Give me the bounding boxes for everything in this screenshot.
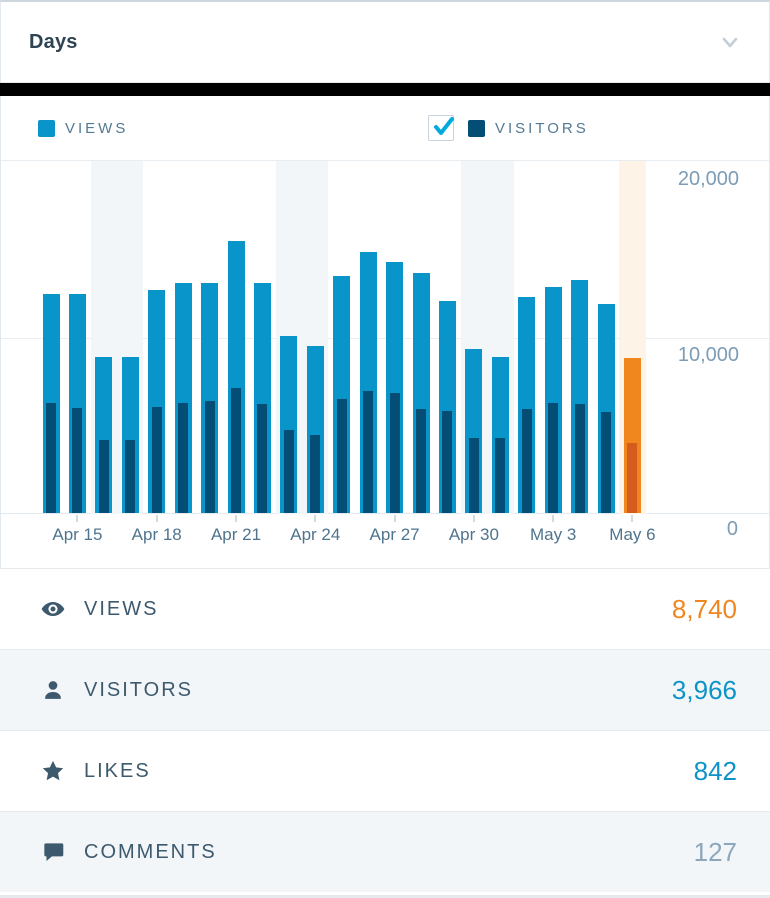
bar-visitors-may-1[interactable] — [495, 437, 506, 513]
x-axis-label: Apr 18 — [131, 525, 182, 544]
summary-row-label: LIKES — [84, 759, 151, 782]
check-icon — [434, 117, 454, 135]
x-axis-tick — [155, 515, 158, 522]
x-axis-tick — [76, 515, 79, 522]
bar-visitors-apr-18[interactable] — [151, 406, 162, 513]
bar-visitors-apr-17[interactable] — [125, 440, 136, 513]
summary-row-visitors[interactable]: VISITORS 3,966 — [0, 649, 770, 730]
bar-visitors-apr-30[interactable] — [468, 437, 479, 513]
x-axis-label: May 6 — [609, 525, 656, 544]
chevron-down-icon[interactable] — [715, 27, 745, 57]
bar-visitors-apr-14[interactable] — [46, 402, 56, 513]
visitors-swatch — [468, 119, 485, 137]
bar-visitors-apr-24[interactable] — [310, 434, 321, 513]
x-axis-label: Apr 24 — [290, 525, 341, 544]
x-axis-label: Apr 27 — [369, 525, 420, 544]
star-icon — [42, 760, 64, 781]
bar-visitors-may-2[interactable] — [521, 408, 532, 513]
x-axis-label: Apr 30 — [448, 525, 499, 544]
bar-visitors-apr-27[interactable] — [389, 393, 400, 513]
chart-plot: 20,000 10,000 — [0, 160, 770, 515]
period-title: Days — [29, 30, 78, 53]
bar-visitors-apr-25[interactable] — [336, 399, 347, 513]
summary-row-label: VIEWS — [84, 597, 159, 620]
visitors-legend-label: VISITORS — [495, 119, 589, 137]
summary-row-likes[interactable]: LIKES 842 — [0, 730, 770, 811]
gridline-20000 — [1, 338, 769, 339]
legend-item-visitors: VISITORS — [428, 96, 589, 160]
bar-visitors-may-5[interactable] — [601, 411, 612, 513]
bar-visitors-apr-22[interactable] — [257, 404, 268, 513]
summary-row-value: 8,740 — [671, 593, 737, 624]
x-axis-label: Apr 15 — [52, 525, 103, 544]
bar-visitors-apr-28[interactable] — [416, 408, 427, 513]
x-axis-tick — [314, 515, 317, 522]
summary-row-views[interactable]: VIEWS 8,740 — [0, 568, 770, 649]
bar-visitors-may-3[interactable] — [548, 402, 559, 513]
summary-row-value: 3,966 — [671, 674, 737, 705]
legend-item-views: VIEWS — [38, 96, 128, 160]
summary-row-value: 842 — [693, 755, 737, 786]
bar-visitors-may-4[interactable] — [574, 404, 585, 513]
bar-visitors-apr-20[interactable] — [204, 401, 215, 513]
bar-visitors-may-6[interactable] — [627, 442, 638, 513]
chart-legend: VIEWS VISITORS — [0, 96, 770, 160]
x-axis-label: Apr 21 — [210, 525, 262, 544]
x-axis-tick — [235, 515, 237, 522]
x-axis-label: May 3 — [530, 525, 577, 544]
comment-icon — [44, 843, 64, 861]
bar-visitors-apr-19[interactable] — [178, 403, 189, 513]
bar-visitors-apr-23[interactable] — [283, 430, 294, 513]
summary-row-label: COMMENTS — [84, 840, 217, 863]
y-axis-label: 0 — [726, 518, 738, 540]
divider-bar — [0, 83, 770, 96]
x-axis-tick — [393, 515, 396, 522]
x-axis-tick — [472, 515, 475, 522]
bar-visitors-apr-16[interactable] — [98, 440, 109, 513]
bar-visitors-apr-29[interactable] — [442, 411, 453, 513]
bar-visitors-apr-26[interactable] — [363, 391, 374, 513]
visitors-checkbox[interactable] — [428, 115, 454, 141]
y-axis-label: 10,000 — [677, 344, 739, 366]
summary-row-label: VISITORS — [84, 678, 193, 701]
x-axis-tick — [631, 515, 634, 522]
views-legend-label: VIEWS — [65, 119, 129, 137]
summary-list: VIEWS 8,740 VISITORS 3,966 LIKES 842 COM… — [0, 568, 770, 892]
views-swatch — [38, 119, 55, 137]
bar-visitors-apr-15[interactable] — [72, 408, 83, 513]
chart-x-axis: 0 Apr 15 Apr 18 Apr 21 Apr 24 Apr 27 Apr 30 Ma… — [0, 514, 770, 568]
person-icon — [45, 681, 61, 699]
eye-icon — [41, 601, 65, 617]
summary-row-value: 127 — [693, 836, 737, 867]
bar-visitors-apr-21[interactable] — [231, 388, 241, 513]
x-axis-tick — [552, 515, 555, 522]
summary-row-comments[interactable]: COMMENTS 127 — [0, 811, 770, 892]
period-header: Days — [0, 0, 770, 83]
y-axis-label: 20,000 — [677, 168, 739, 190]
